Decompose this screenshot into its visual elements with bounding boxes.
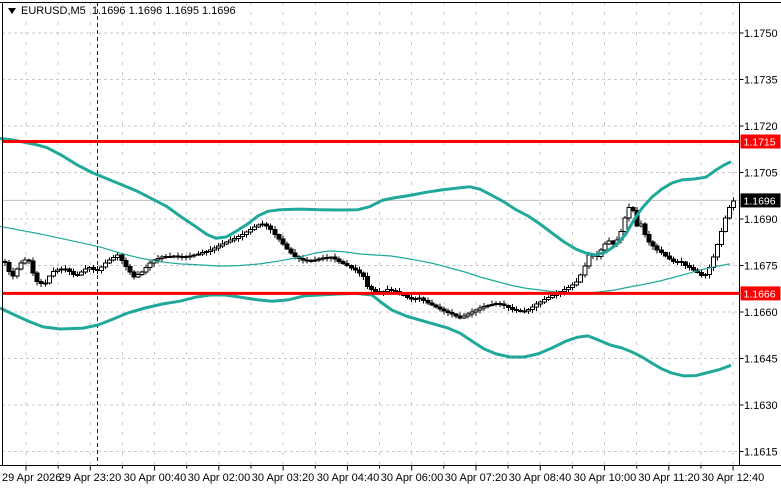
time-axis-label: 30 Apr 08:40	[509, 472, 571, 484]
time-axis-label: 30 Apr 04:40	[317, 472, 379, 484]
candlestick-series	[2, 197, 737, 320]
price-axis-label: 1.1645	[744, 354, 778, 366]
time-axis-label: 30 Apr 02:00	[188, 472, 250, 484]
time-axis-label: 30 Apr 00:40	[124, 472, 186, 484]
support-price-tag: 1.1666	[740, 286, 781, 301]
price-axis-label: 1.1615	[744, 447, 778, 459]
price-axis-label: 1.1660	[744, 307, 778, 319]
price-axis-label: 1.1735	[744, 75, 778, 87]
bollinger-bands	[0, 136, 732, 378]
time-axis-label: 30 Apr 07:20	[445, 472, 507, 484]
bollinger-lower-band	[0, 291, 732, 378]
time-axis-label: 29 Apr 23:20	[59, 472, 121, 484]
chart-border	[0, 2, 781, 466]
symbol-dropdown-icon[interactable]	[8, 8, 16, 14]
resistance-price-tag: 1.1715	[740, 134, 781, 149]
price-axis-label: 1.1675	[744, 261, 778, 273]
chart-grid	[2, 2, 740, 466]
level-lines[interactable]	[2, 140, 740, 295]
time-axis-label: 30 Apr 06:00	[381, 472, 443, 484]
chart-title-text: EURUSD,M5 1.1696 1.1696 1.1695 1.1696	[21, 5, 236, 17]
time-axis-label: 30 Apr 12:40	[702, 472, 764, 484]
price-axis-label: 1.1720	[744, 121, 778, 133]
price-axis-label: 1.1690	[744, 214, 778, 226]
svg-text:1.1696: 1.1696	[744, 195, 776, 207]
time-axis-label: 30 Apr 11:20	[638, 472, 700, 484]
bollinger-middle-band	[0, 225, 731, 294]
price-axis-label: 1.1630	[744, 400, 778, 412]
price-axis[interactable]: 1.1750 1.1735 1.1720 1.1705 1.1690 1.1675 1.16…	[739, 28, 781, 459]
time-axis-label: 30 Apr 03:20	[252, 472, 314, 484]
current-price-tag: 1.1696	[740, 193, 781, 208]
bollinger-upper-band	[0, 136, 732, 257]
price-axis-label: 1.1705	[744, 168, 778, 180]
time-axis-label: 30 Apr 10:00	[574, 472, 636, 484]
chart-title: EURUSD,M5 1.1696 1.1696 1.1695 1.1696	[8, 5, 236, 17]
svg-text:1.1666: 1.1666	[744, 288, 776, 300]
svg-text:1.1715: 1.1715	[744, 137, 776, 149]
price-axis-label: 1.1750	[744, 28, 778, 40]
time-axis-label: 29 Apr 2026	[2, 472, 61, 484]
